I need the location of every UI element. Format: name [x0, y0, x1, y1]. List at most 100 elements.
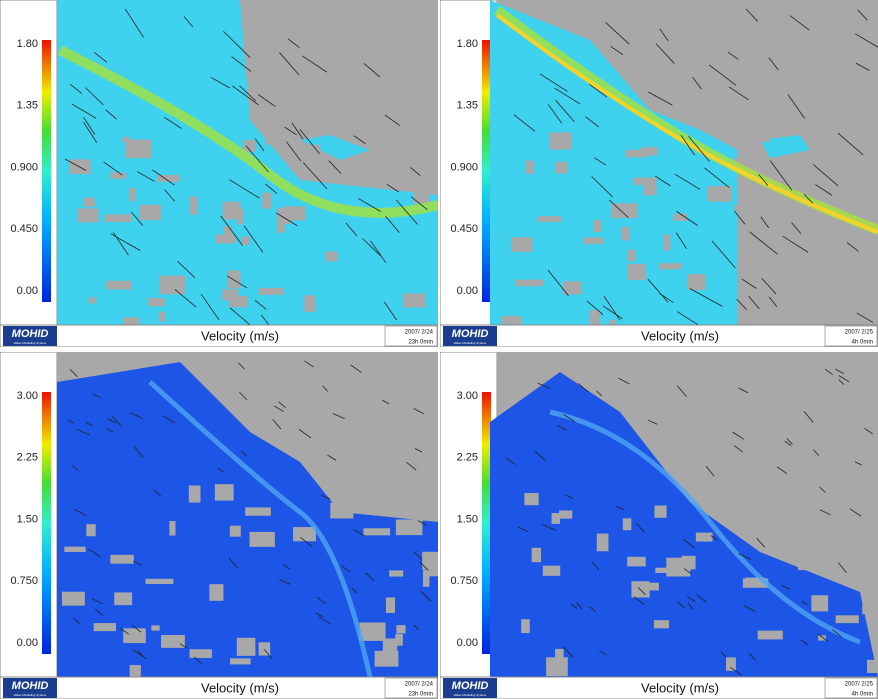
- velocity-arrow: [768, 296, 778, 308]
- velocity-arrow: [517, 526, 529, 532]
- water-area: [490, 372, 878, 677]
- velocity-arrow: [591, 176, 614, 198]
- land-patch: [64, 546, 86, 552]
- colorbar-tick-label: 2.25: [457, 452, 478, 464]
- land-patch: [222, 201, 241, 220]
- velocity-arrow: [92, 393, 101, 398]
- land-patch: [262, 192, 272, 209]
- land-patch: [551, 513, 561, 524]
- date: 2007/ 2/24: [405, 330, 434, 336]
- velocity-arrow: [837, 132, 864, 156]
- land-patch: [818, 635, 827, 641]
- land-patch: [125, 139, 152, 159]
- velocity-arrow: [708, 64, 737, 86]
- land-patch: [640, 147, 659, 156]
- velocity-arrow: [362, 238, 382, 257]
- velocity-arrow: [298, 428, 312, 439]
- velocity-arrow: [64, 158, 87, 171]
- velocity-arrow: [741, 278, 757, 289]
- velocity-arrow: [689, 288, 723, 307]
- velocity-arrow: [854, 33, 878, 48]
- land-patch: [169, 521, 176, 536]
- land-patch: [229, 525, 241, 537]
- land-patch: [387, 490, 409, 499]
- land-patch: [625, 149, 647, 158]
- land-patch: [402, 293, 426, 308]
- velocity-arrow: [124, 8, 144, 38]
- velocity-arrow: [534, 451, 546, 461]
- velocity-arrow: [819, 509, 831, 516]
- velocity-arrow: [395, 199, 418, 225]
- velocity-arrow: [153, 489, 161, 497]
- velocity-arrow: [589, 84, 608, 98]
- land-patch: [395, 519, 423, 536]
- colorbar-tick-label: 1.35: [457, 100, 478, 112]
- land-patch: [857, 281, 878, 290]
- velocity-arrow: [748, 295, 760, 310]
- land-patch: [760, 132, 770, 143]
- land-patch: [83, 197, 95, 207]
- land-patch: [382, 638, 398, 655]
- land-patch: [785, 539, 805, 552]
- land-patch: [145, 578, 174, 585]
- velocity-arrow: [577, 382, 589, 393]
- velocity-arrow: [370, 240, 387, 263]
- velocity-arrow: [676, 211, 698, 226]
- velocity-arrow: [539, 73, 568, 92]
- velocity-arrow: [813, 449, 820, 456]
- velocity-arrow: [327, 454, 337, 461]
- velocity-arrow: [363, 62, 381, 78]
- velocity-arrow: [784, 440, 792, 446]
- land-patch: [593, 220, 602, 233]
- velocity-arrow: [136, 171, 155, 182]
- velocity-arrow: [67, 419, 75, 424]
- land-patch: [148, 297, 165, 307]
- land-patch: [389, 570, 404, 577]
- logo: MOHID: [12, 680, 49, 692]
- colorbar-tick-label: 0.00: [17, 285, 38, 297]
- velocity-arrow: [152, 169, 175, 186]
- land-patch: [510, 237, 533, 252]
- velocity-arrow: [287, 38, 300, 48]
- velocity-arrow: [137, 650, 146, 660]
- colorbar-tick-label: 0.750: [10, 575, 38, 587]
- velocity-arrow: [537, 382, 551, 390]
- velocity-arrow: [732, 431, 745, 440]
- land-patch: [858, 299, 870, 308]
- land-patch: [241, 236, 250, 245]
- velocity-arrow: [564, 494, 573, 499]
- land-patch: [330, 502, 354, 519]
- colorbar-tick-label: 2.25: [17, 452, 38, 464]
- velocity-arrow: [91, 598, 103, 605]
- colorbar-tick-label: 0.00: [457, 285, 478, 297]
- velocity-arrow: [803, 411, 814, 423]
- velocity-arrow: [254, 138, 265, 152]
- velocity-arrow: [677, 601, 686, 609]
- velocity-arrow: [727, 51, 739, 60]
- land-patch: [236, 637, 256, 656]
- velocity-arrow: [864, 427, 874, 435]
- land-patch: [702, 498, 724, 509]
- velocity-arrow: [609, 199, 629, 219]
- land-patch: [158, 311, 165, 322]
- velocity-arrow: [304, 360, 314, 368]
- velocity-arrow: [332, 413, 345, 419]
- velocity-arrow: [637, 586, 646, 595]
- velocity-arrow: [275, 212, 298, 227]
- velocity-arrow: [200, 293, 220, 321]
- velocity-arrow: [633, 596, 645, 606]
- land-patch: [413, 191, 430, 204]
- velocity-arrow: [849, 508, 862, 517]
- colorbar-tick-label: 0.450: [10, 223, 38, 235]
- colorbar-tick-label: 0.00: [457, 637, 478, 649]
- land-patch: [608, 319, 616, 326]
- velocity-arrow: [675, 232, 688, 250]
- velocity-arrow: [74, 509, 87, 517]
- land-patch: [292, 527, 316, 542]
- velocity-arrow: [130, 211, 144, 226]
- time: 4h 0min: [852, 340, 873, 346]
- velocity-arrow: [162, 415, 176, 424]
- colorbar-tick-label: 3.00: [457, 390, 478, 402]
- velocity-arrow: [846, 242, 859, 252]
